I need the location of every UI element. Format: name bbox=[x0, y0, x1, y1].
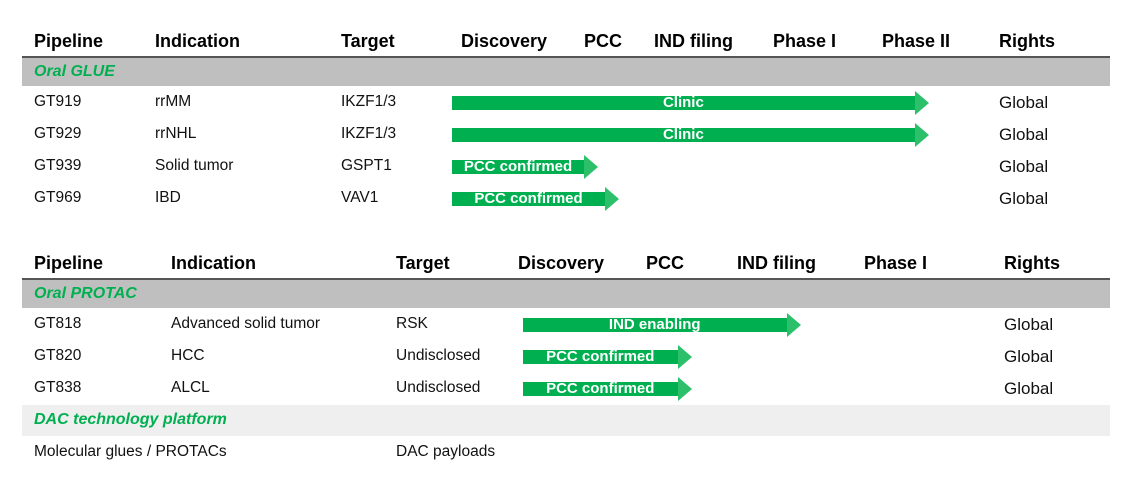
progress-arrow: Clinic bbox=[452, 123, 929, 147]
column-header: Indication bbox=[155, 31, 240, 51]
target: Undisclosed bbox=[396, 347, 481, 364]
progress-arrow: Clinic bbox=[452, 91, 929, 115]
arrow-shaft bbox=[452, 192, 605, 206]
column-header: Discovery bbox=[461, 31, 548, 51]
column-header: PCC bbox=[584, 31, 623, 51]
arrow-status-label: PCC confirmed bbox=[474, 190, 583, 207]
indication: rrMM bbox=[155, 93, 192, 110]
target: RSK bbox=[396, 315, 428, 332]
arrow-head-icon bbox=[914, 123, 929, 147]
column-header: Phase II bbox=[882, 31, 951, 51]
arrow-head-icon bbox=[677, 377, 692, 401]
rights: Global bbox=[999, 157, 1049, 176]
indication: Solid tumor bbox=[155, 157, 234, 174]
arrow-head-icon bbox=[677, 345, 692, 369]
column-header: IND filing bbox=[737, 253, 816, 273]
arrow-status-label: PCC confirmed bbox=[463, 158, 573, 175]
target: Undisclosed bbox=[396, 379, 481, 396]
arrow-shaft bbox=[452, 128, 915, 142]
column-header: Discovery bbox=[518, 253, 605, 273]
section-label-protac: Oral PROTAC bbox=[34, 285, 137, 302]
rights: Global bbox=[999, 125, 1049, 144]
pipeline-name: GT939 bbox=[34, 157, 82, 174]
arrow-shaft bbox=[452, 160, 584, 174]
indication: IBD bbox=[155, 189, 181, 206]
rights: Global bbox=[1004, 315, 1054, 334]
column-header: Rights bbox=[1004, 253, 1060, 273]
indication: HCC bbox=[171, 347, 205, 364]
arrow-shaft bbox=[523, 318, 787, 332]
column-header: Phase I bbox=[864, 253, 928, 273]
dac-right: DAC payloads bbox=[396, 443, 496, 460]
section-band-protac bbox=[22, 280, 1110, 308]
pipeline-name: GT969 bbox=[34, 189, 82, 206]
progress-arrow: PCC confirmed bbox=[452, 187, 619, 211]
rights: Global bbox=[999, 93, 1049, 112]
dac-left: Molecular glues / PROTACs bbox=[34, 443, 227, 460]
pipeline-name: GT820 bbox=[34, 347, 82, 364]
header-rule bbox=[22, 56, 1110, 58]
progress-arrow: PCC confirmed bbox=[452, 155, 598, 179]
indication: ALCL bbox=[171, 379, 210, 396]
target: GSPT1 bbox=[341, 157, 392, 174]
column-header: Pipeline bbox=[34, 253, 104, 273]
rights: Global bbox=[1004, 347, 1054, 366]
column-header: Indication bbox=[171, 253, 256, 273]
column-header: Target bbox=[396, 253, 450, 273]
arrow-head-icon bbox=[605, 187, 619, 211]
pipeline-name: GT919 bbox=[34, 93, 82, 110]
arrow-shaft bbox=[523, 382, 678, 396]
arrow-status-label: Clinic bbox=[662, 94, 704, 111]
section-band-glue bbox=[22, 58, 1110, 86]
target: VAV1 bbox=[341, 189, 379, 206]
arrow-status-label: PCC confirmed bbox=[546, 380, 655, 397]
arrow-head-icon bbox=[914, 91, 929, 115]
column-header: Rights bbox=[999, 31, 1055, 51]
column-header: Pipeline bbox=[34, 31, 104, 51]
target: IKZF1/3 bbox=[341, 93, 397, 110]
progress-arrow: PCC confirmed bbox=[523, 377, 692, 401]
pipeline-name: GT929 bbox=[34, 125, 82, 142]
header-rule bbox=[22, 278, 1110, 280]
column-header: IND filing bbox=[654, 31, 733, 51]
pipeline-name: GT838 bbox=[34, 379, 82, 396]
section-band-dac bbox=[22, 405, 1110, 436]
target: IKZF1/3 bbox=[341, 125, 397, 142]
progress-arrow: PCC confirmed bbox=[523, 345, 692, 369]
column-header: PCC bbox=[646, 253, 685, 273]
rights: Global bbox=[1004, 379, 1054, 398]
arrow-status-label: IND enabling bbox=[608, 316, 701, 333]
pipeline-name: GT818 bbox=[34, 315, 82, 332]
arrow-head-icon bbox=[584, 155, 598, 179]
arrow-head-icon bbox=[786, 313, 801, 337]
arrow-shaft bbox=[523, 350, 678, 364]
column-header: Target bbox=[341, 31, 395, 51]
arrow-status-label: PCC confirmed bbox=[546, 348, 655, 365]
indication: rrNHL bbox=[155, 125, 197, 142]
rights: Global bbox=[999, 189, 1049, 208]
arrow-shaft bbox=[452, 96, 915, 110]
indication: Advanced solid tumor bbox=[171, 315, 321, 332]
progress-arrow: IND enabling bbox=[523, 313, 801, 337]
section-label-dac: DAC technology platform bbox=[34, 411, 227, 428]
column-header: Phase I bbox=[773, 31, 837, 51]
section-label-glue: Oral GLUE bbox=[34, 63, 115, 80]
arrow-status-label: Clinic bbox=[662, 126, 704, 143]
